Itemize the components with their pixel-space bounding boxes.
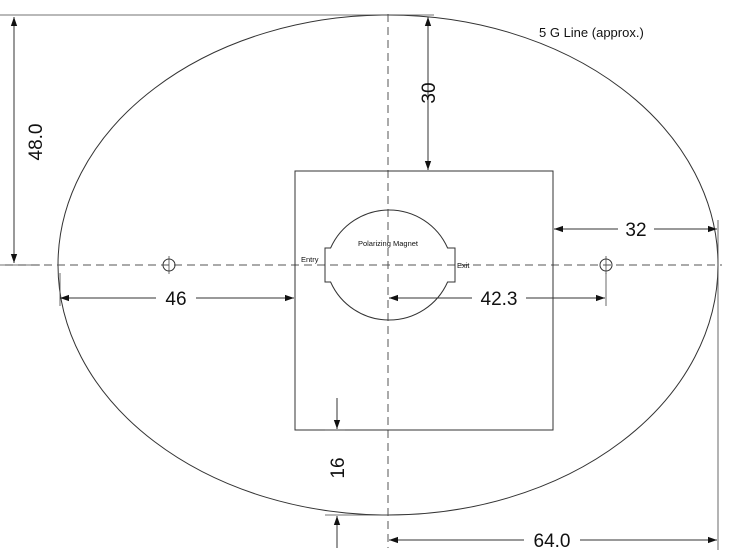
dimension-half-width-value: 64.0 [534,531,571,552]
dimension-top-to-box-value: 30 [419,82,440,103]
dimension-half-width: 64.0 [389,220,719,552]
dimension-half-height-value: 48.0 [26,124,47,161]
dimension-center-to-right-hole-value: 42.3 [481,289,518,310]
field-line-label: 5 G Line (approx.) [539,25,644,40]
dimension-center-to-right-hole: 42.3 [389,273,607,310]
right-mount-hole [599,256,613,274]
dimension-box-to-field-right-value: 32 [625,220,646,241]
left-mount-hole [162,256,176,274]
dimension-half-height: 48.0 [0,14,434,266]
exit-label: Exit [457,261,470,270]
dimension-box-to-field-bottom: 16 [325,398,390,548]
dimension-left-to-box-value: 46 [165,289,186,310]
dimension-top-to-box: 30 [419,17,440,170]
dimension-box-to-field-bottom-value: 16 [328,457,349,478]
entry-label: Entry [301,255,319,264]
polarizing-magnet-outline [324,209,456,321]
dimension-box-to-field-right: 32 [554,218,717,241]
dimension-left-to-box: 46 [59,273,294,310]
polarizing-magnet-label: Polarizing Magnet [358,239,419,248]
